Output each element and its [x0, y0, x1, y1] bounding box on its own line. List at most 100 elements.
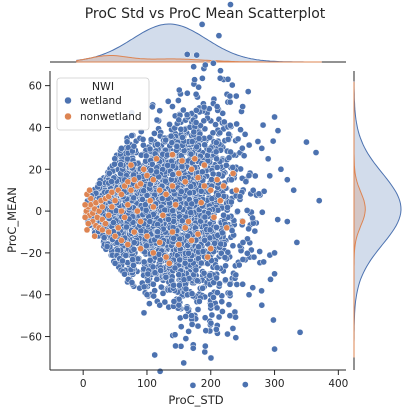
nonwetland-point: [134, 207, 141, 215]
wetland-point: [164, 98, 172, 105]
nonwetland-point: [175, 241, 183, 248]
wetland-point: [274, 216, 282, 223]
nonwetland-point: [105, 228, 113, 236]
nonwetland-point: [137, 218, 144, 225]
nonwetland-point: [201, 161, 208, 169]
wetland-point: [169, 207, 177, 215]
wetland-point: [149, 280, 157, 288]
wetland-point: [137, 227, 145, 235]
wetland-point: [111, 260, 119, 267]
wetland-point: [103, 243, 111, 250]
wetland-point: [162, 273, 170, 281]
wetland-point: [226, 289, 234, 297]
wetland-point: [271, 345, 278, 353]
wetland-point: [266, 172, 274, 180]
wetland-point: [217, 67, 224, 75]
wetland-point: [240, 152, 248, 160]
wetland-point: [260, 258, 267, 266]
nonwetland-point: [201, 182, 208, 190]
wetland-point: [232, 271, 240, 279]
nonwetland-point: [181, 224, 189, 232]
wetland-point: [166, 121, 173, 128]
wetland-point: [229, 242, 237, 250]
nonwetland-point: [84, 220, 92, 227]
wetland-point: [140, 187, 147, 195]
wetland-point: [222, 262, 229, 270]
nonwetland-point: [210, 214, 218, 221]
wetland-point: [254, 138, 262, 145]
wetland-point: [180, 359, 188, 367]
y-tick-label: −40: [20, 290, 42, 302]
wetland-point: [178, 163, 186, 170]
wetland-point: [206, 134, 214, 141]
wetland-point: [151, 287, 159, 295]
nonwetland-point: [130, 228, 138, 236]
wetland-point: [175, 86, 183, 94]
nonwetland-point: [188, 237, 195, 244]
wetland-point: [250, 253, 258, 261]
wetland-point: [227, 1, 234, 8]
legend-label-nonwetland: nonwetland: [80, 111, 142, 123]
nonwetland-point: [83, 226, 91, 234]
wetland-point: [243, 207, 251, 214]
nonwetland-point: [165, 260, 173, 267]
wetland-point: [176, 256, 184, 264]
wetland-point: [201, 213, 209, 221]
wetland-point: [156, 301, 164, 309]
nonwetland-point: [118, 237, 125, 244]
wetland-point: [200, 117, 208, 125]
wetland-point: [175, 301, 183, 309]
wetland-point: [224, 136, 232, 143]
nonwetland-point: [185, 218, 192, 225]
wetland-point: [258, 145, 266, 152]
x-tick-label: 0: [80, 378, 87, 390]
wetland-point: [201, 342, 209, 350]
nonwetland-point: [159, 211, 167, 219]
wetland-point: [181, 259, 189, 267]
wetland-point: [157, 283, 165, 291]
wetland-point: [249, 214, 256, 222]
wetland-point: [193, 143, 201, 151]
wetland-point: [156, 368, 164, 375]
wetland-point: [142, 207, 150, 214]
wetland-point: [296, 329, 304, 336]
wetland-point: [251, 172, 259, 180]
wetland-point: [146, 145, 154, 153]
wetland-point: [315, 197, 323, 204]
wetland-point: [197, 259, 205, 267]
wetland-point: [143, 192, 151, 199]
wetland-point: [155, 250, 163, 258]
wetland-point: [226, 121, 234, 129]
nonwetland-point: [194, 174, 202, 181]
wetland-point: [241, 381, 249, 388]
y-tick-label: 0: [35, 206, 42, 218]
nonwetland-point: [153, 155, 160, 163]
wetland-point: [259, 121, 267, 129]
nonwetland-point: [232, 186, 240, 194]
right-kde-wetland: [353, 81, 402, 358]
wetland-point: [173, 143, 181, 150]
wetland-point: [212, 121, 219, 128]
wetland-point: [277, 165, 285, 173]
wetland-point: [119, 257, 126, 265]
wetland-point: [209, 129, 217, 137]
wetland-point: [182, 313, 190, 320]
nonwetland-point: [81, 214, 89, 221]
wetland-point: [271, 270, 278, 278]
wetland-point: [237, 165, 244, 173]
wetland-point: [165, 216, 172, 223]
wetland-point: [188, 321, 196, 328]
wetland-point: [130, 239, 138, 246]
wetland-point: [201, 348, 209, 356]
wetland-point: [214, 191, 222, 199]
nonwetland-point: [197, 199, 205, 207]
nonwetland-point: [156, 186, 164, 194]
wetland-point: [238, 144, 246, 152]
wetland-point: [199, 248, 207, 255]
wetland-point: [222, 276, 229, 284]
wetland-point: [224, 204, 231, 211]
wetland-point: [176, 235, 184, 243]
wetland-point: [205, 146, 213, 154]
wetland-point: [215, 313, 223, 321]
